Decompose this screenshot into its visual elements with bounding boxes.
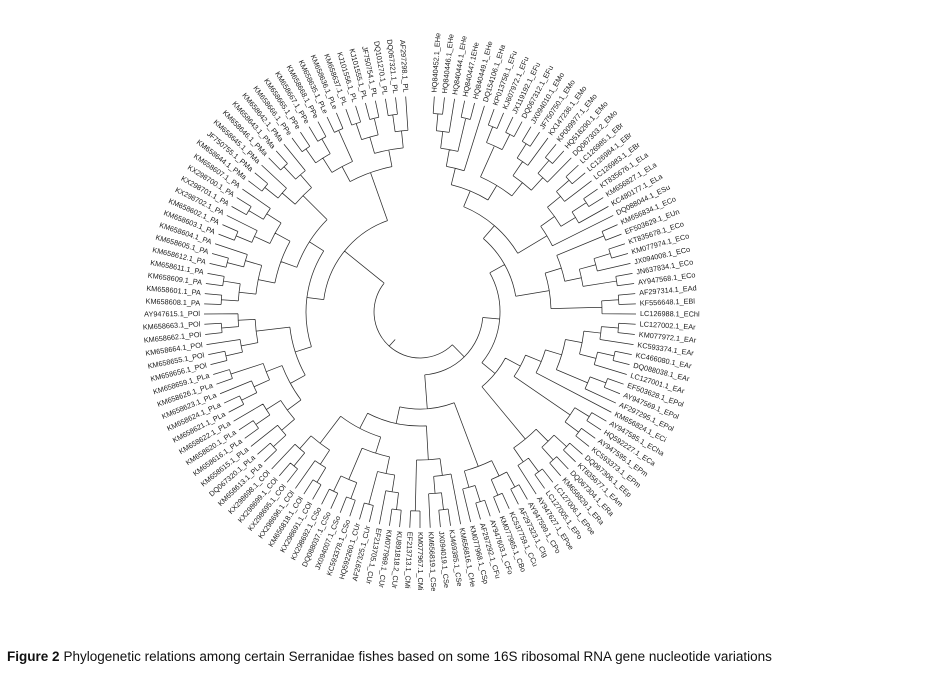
leaf-label: LC126988.1_EChl	[640, 309, 700, 319]
leaf-label: AY947615.1_POl	[144, 309, 200, 319]
circular-phylogenetic-tree: HQ840452.1_EHeHQ840446.1_EHeHQ840444.1_E…	[143, 33, 700, 592]
leaf-label: KM656819.1_CSe	[426, 532, 438, 592]
leaf-label: KF556648.1_EBl	[640, 297, 696, 308]
leaf-label: EF213713.1_CMi	[403, 532, 415, 590]
figure-caption-text: Phylogenetic relations among certain Ser…	[63, 649, 772, 664]
leaf-label: LC127002.1_EAr	[639, 319, 696, 331]
branch-paths	[204, 96, 636, 528]
leaf-label: KM658608.1_PA	[145, 297, 200, 308]
figure-number: Figure 2	[7, 649, 60, 664]
leaf-labels: HQ840452.1_EHeHQ840446.1_EHeHQ840444.1_E…	[143, 33, 700, 592]
leaf-label: AF297298.1_PL	[398, 40, 410, 93]
tree-branches	[204, 96, 636, 528]
leaf-label: HQ840452.1_EHe	[430, 33, 443, 93]
figure-caption: Figure 2 Phylogenetic relations among cer…	[7, 647, 919, 667]
leaf-label: KM658663.1_POl	[143, 319, 201, 331]
leaf-label: KM077967.1_CMi	[416, 532, 425, 591]
